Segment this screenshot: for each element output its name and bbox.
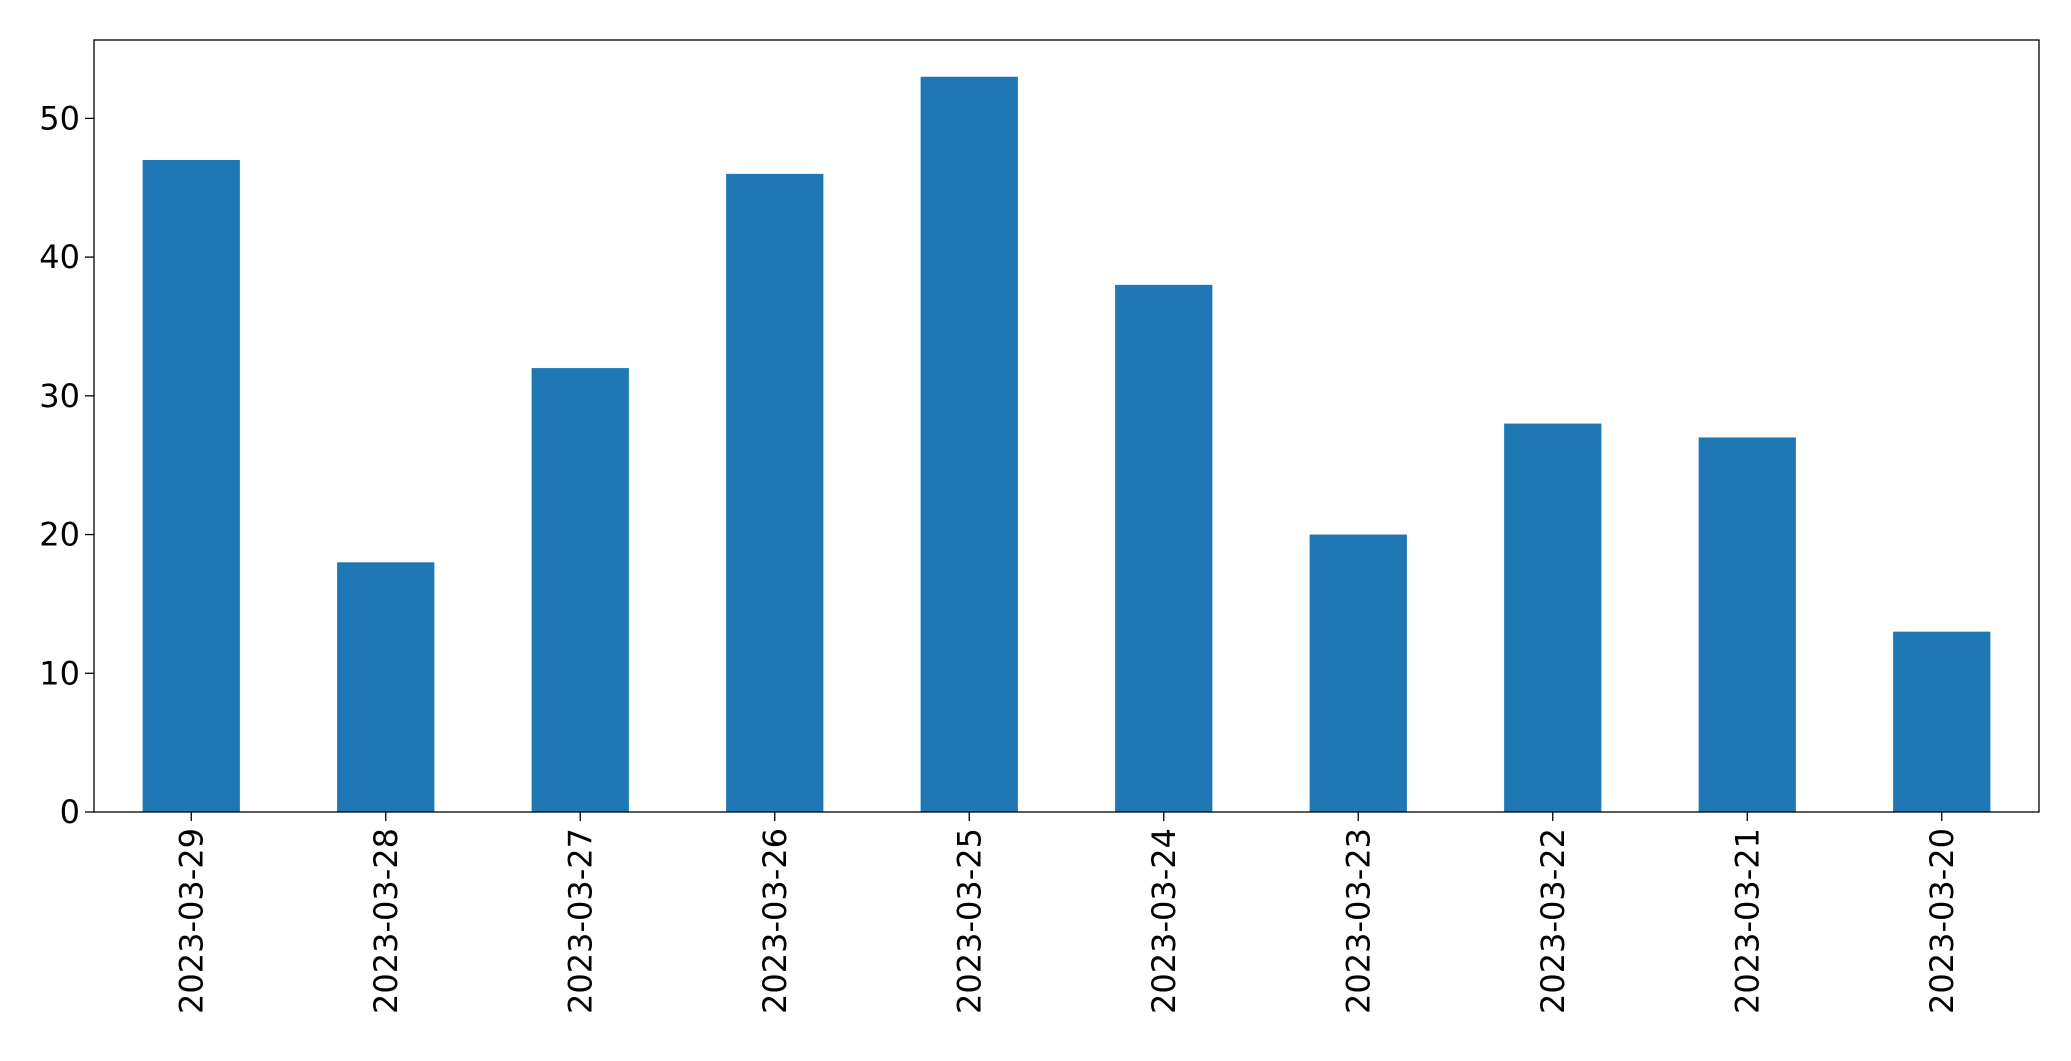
y-tick-label: 30: [39, 377, 80, 415]
bar: [142, 159, 240, 812]
x-tick-label: 2023-03-29: [172, 828, 210, 1014]
x-tick-label: 2023-03-23: [1339, 828, 1377, 1014]
bar: [1698, 437, 1796, 812]
x-tick-label: 2023-03-20: [1923, 828, 1961, 1014]
x-tick-label: 2023-03-26: [756, 828, 794, 1014]
x-tick-label: 2023-03-24: [1145, 828, 1183, 1014]
bar: [337, 562, 435, 812]
y-tick-label: 50: [39, 99, 80, 137]
y-tick-label: 20: [39, 516, 80, 554]
bar: [726, 173, 824, 812]
bar: [531, 368, 629, 812]
x-tick-label: 2023-03-22: [1534, 828, 1572, 1014]
bar: [1115, 284, 1213, 812]
bar: [1504, 423, 1602, 812]
bar: [1309, 534, 1407, 812]
y-tick-label: 0: [60, 793, 80, 831]
x-tick-label: 2023-03-25: [950, 828, 988, 1014]
y-tick-label: 10: [39, 654, 80, 692]
x-tick-label: 2023-03-28: [367, 828, 405, 1014]
plot-frame: [93, 39, 2040, 813]
x-tick-label: 2023-03-27: [561, 828, 599, 1014]
x-tick-label: 2023-03-21: [1728, 828, 1766, 1014]
bar: [1893, 631, 1991, 812]
y-tick-label: 40: [39, 238, 80, 276]
bar: [920, 76, 1018, 812]
